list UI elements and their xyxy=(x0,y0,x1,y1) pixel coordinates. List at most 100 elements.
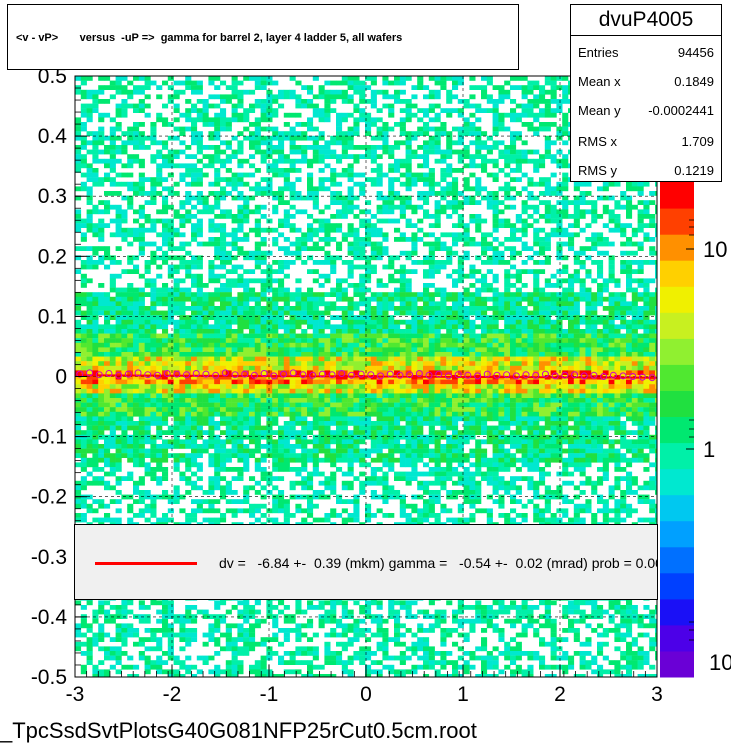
heatmap-cell xyxy=(591,260,598,265)
heatmap-cell xyxy=(376,227,383,233)
heatmap-cell xyxy=(191,223,198,228)
heatmap-cell xyxy=(144,329,151,334)
heatmap-cell xyxy=(388,361,395,366)
heatmap-cell xyxy=(515,361,522,366)
heatmap-cell xyxy=(150,131,157,136)
heatmap-cell xyxy=(550,379,557,385)
heatmap-cell xyxy=(370,347,377,353)
heatmap-cell xyxy=(312,347,319,353)
heatmap-cell xyxy=(353,237,360,242)
heatmap-cell xyxy=(655,223,657,228)
heatmap-cell xyxy=(127,319,134,325)
heatmap-cell xyxy=(173,126,180,132)
heatmap-cell xyxy=(173,319,180,325)
heatmap-cell xyxy=(243,209,250,215)
heatmap-cell xyxy=(196,241,203,247)
heatmap-cell xyxy=(260,85,267,90)
heatmap-cell xyxy=(127,154,134,159)
heatmap-cell xyxy=(231,379,238,385)
heatmap-cell xyxy=(568,301,575,307)
heatmap-cell xyxy=(643,379,650,385)
heatmap-cell xyxy=(98,218,105,224)
heatmap-cell xyxy=(86,365,93,371)
heatmap-cell xyxy=(602,278,609,284)
heatmap-cell xyxy=(266,398,273,403)
heatmap-cell xyxy=(382,204,389,210)
heatmap-cell xyxy=(614,361,621,366)
heatmap-cell xyxy=(440,241,447,247)
heatmap-cell xyxy=(631,241,638,247)
heatmap-cell xyxy=(167,356,174,362)
heatmap-cell xyxy=(353,122,360,127)
heatmap-cell xyxy=(649,379,656,385)
heatmap-cell xyxy=(162,292,169,297)
heatmap-cell xyxy=(173,191,180,196)
heatmap-cell xyxy=(318,283,325,288)
heatmap-cell xyxy=(463,319,470,325)
heatmap-cell xyxy=(446,292,453,297)
heatmap-cell xyxy=(457,393,464,399)
heatmap-cell xyxy=(376,324,383,330)
heatmap-cell xyxy=(150,310,157,316)
heatmap-cell xyxy=(597,292,604,297)
heatmap-cell xyxy=(301,398,308,403)
heatmap-cell xyxy=(568,379,575,385)
heatmap-cell xyxy=(133,347,140,353)
heatmap-cell xyxy=(92,158,99,164)
heatmap-cell xyxy=(225,347,232,353)
heatmap-cell xyxy=(353,347,360,353)
heatmap-cell xyxy=(156,393,163,399)
heatmap-cell xyxy=(260,287,267,293)
heatmap-cell xyxy=(330,324,337,330)
heatmap-cell xyxy=(655,264,657,270)
heatmap-cell xyxy=(417,145,424,150)
heatmap-cell xyxy=(434,347,441,353)
heatmap-cell xyxy=(191,338,198,343)
heatmap-cell xyxy=(307,177,314,182)
heatmap-cell xyxy=(295,99,302,104)
heatmap-cell xyxy=(399,163,406,169)
heatmap-cell xyxy=(417,296,424,302)
heatmap-cell xyxy=(510,388,517,394)
heatmap-cell xyxy=(544,145,551,150)
heatmap-cell xyxy=(312,342,319,348)
heatmap-cell xyxy=(417,306,424,311)
heatmap-cell xyxy=(254,398,261,403)
heatmap-cell xyxy=(399,287,406,293)
heatmap-cell xyxy=(370,324,377,330)
heatmap-cell xyxy=(550,338,557,343)
heatmap-cell xyxy=(434,356,441,362)
heatmap-cell xyxy=(510,292,517,297)
heatmap-cell xyxy=(591,237,598,242)
heatmap-cell xyxy=(486,80,493,86)
heatmap-cell xyxy=(133,370,140,376)
heatmap-cell xyxy=(127,103,134,109)
heatmap-cell xyxy=(428,352,435,357)
heatmap-cell xyxy=(156,218,163,224)
heatmap-cell xyxy=(214,195,221,201)
heatmap-cell xyxy=(359,361,366,366)
heatmap-cell xyxy=(655,324,657,330)
heatmap-cell xyxy=(544,246,551,251)
heatmap-cell xyxy=(457,200,464,205)
heatmap-cell xyxy=(521,241,528,247)
heatmap-cell xyxy=(185,287,192,293)
heatmap-cell xyxy=(202,329,209,334)
heatmap-cell xyxy=(539,356,546,362)
heatmap-cell xyxy=(283,388,290,394)
heatmap-cell xyxy=(353,388,360,394)
heatmap-cell xyxy=(138,181,145,187)
heatmap-cell xyxy=(237,227,244,233)
heatmap-cell xyxy=(521,223,528,228)
heatmap-cell xyxy=(556,85,563,90)
heatmap-cell xyxy=(196,292,203,297)
heatmap-cell xyxy=(353,154,360,159)
heatmap-cell xyxy=(492,393,499,399)
heatmap-cell xyxy=(220,319,227,325)
heatmap-cell xyxy=(162,398,169,403)
heatmap-cell xyxy=(225,214,232,219)
heatmap-cell xyxy=(475,310,482,316)
heatmap-cell xyxy=(637,347,644,353)
heatmap-cell xyxy=(75,296,82,302)
heatmap-cell xyxy=(585,329,592,334)
